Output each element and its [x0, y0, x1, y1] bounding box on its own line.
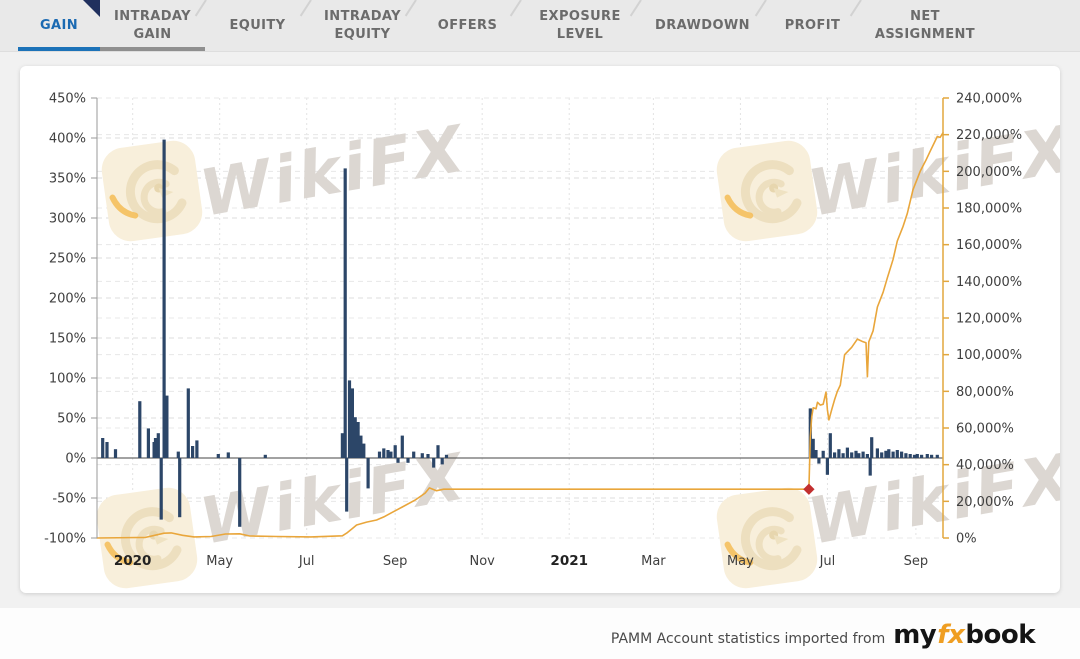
myfxbook-logo-book: book [965, 620, 1035, 650]
x-axis-tick-label: 2021 [550, 553, 588, 569]
left-axis-tick-label: 0% [65, 452, 86, 467]
wikifx-watermark-text: WikiFX [195, 112, 472, 231]
x-axis-tick-label: Jul [819, 554, 836, 569]
myfxbook-logo-fx: fx [937, 620, 965, 650]
growth-line [96, 132, 944, 539]
gain-chart-panel: WikiFX WikiFX WikiFX WikiFX 450% 400% 350% 300%… [20, 66, 1060, 593]
x-axis-tick-label: 2020 [114, 553, 152, 569]
left-axis-tick-label: 300% [49, 212, 86, 227]
left-axis-tick-label: -100% [44, 532, 86, 547]
marker-diamond-icon [803, 483, 815, 495]
left-axis-tick-label: 350% [49, 172, 86, 187]
myfxbook-logo[interactable]: myfxbook [893, 620, 1035, 650]
tab-drawdown[interactable]: DRAWDOWN [655, 17, 750, 33]
right-axis-tick-label: 80,000% [956, 385, 1014, 400]
x-axis-tick-label: Mar [641, 554, 666, 569]
tab-intraday-gain[interactable]: INTRADAY GAIN [114, 8, 191, 42]
axes [91, 97, 949, 539]
tab-exposure-level[interactable]: EXPOSURE LEVEL [539, 8, 621, 42]
left-axis-tick-label: 250% [49, 252, 86, 267]
tab-profit[interactable]: PROFIT [784, 17, 841, 33]
left-axis-tick-label: 200% [49, 292, 86, 307]
left-axis-tick-label: 50% [57, 412, 86, 427]
left-axis-tick-label: 450% [49, 92, 86, 107]
x-axis-tick-label: Nov [470, 554, 496, 569]
tab-underline-track [100, 47, 205, 51]
left-axis-tick-label: 100% [49, 372, 86, 387]
wikifx-watermark: WikiFX [101, 112, 472, 242]
y-axis-left-labels: 450% 400% 350% 300% 250% 200% 150% 100% 50% 0% -50… [44, 92, 86, 547]
x-axis-tick-label: Sep [383, 554, 408, 569]
tab-net-assignment[interactable]: NET ASSIGNMENT [874, 8, 976, 42]
chart-tab-bar: GAIN INTRADAY GAIN EQUITY INTRADAY EQUITY OF… [0, 0, 1080, 52]
active-tab-underline [18, 47, 100, 51]
x-axis-tick-label: May [727, 554, 754, 569]
attribution-text: PAMM Account statistics imported from [610, 631, 886, 647]
right-axis-tick-label: 120,000% [956, 312, 1022, 327]
right-axis-tick-label: 0% [956, 532, 977, 547]
right-axis-tick-label: 40,000% [956, 458, 1014, 473]
tab-offers[interactable]: OFFERS [437, 17, 498, 33]
x-axis-tick-label: Sep [904, 554, 929, 569]
x-axis-tick-label: Jul [298, 554, 315, 569]
right-axis-tick-label: 200,000% [956, 165, 1022, 180]
x-axis-labels: 2020 May Jul Sep Nov 2021 Mar May Jul Sep [114, 553, 928, 569]
x-axis-tick-label: May [206, 554, 233, 569]
right-axis-tick-label: 220,000% [956, 128, 1022, 143]
tab-equity[interactable]: EQUITY [229, 17, 286, 33]
y-axis-right-labels: 240,000% 220,000% 200,000% 180,000% 160,000%… [956, 92, 1022, 547]
footer: PAMM Account statistics imported from my… [610, 620, 1036, 650]
footer-band [0, 608, 1080, 659]
left-axis-tick-label: -50% [52, 492, 86, 507]
tab-intraday-equity[interactable]: INTRADAY EQUITY [324, 8, 401, 42]
left-axis-tick-label: 400% [49, 132, 86, 147]
right-axis-tick-label: 140,000% [956, 275, 1022, 290]
right-axis-tick-label: 240,000% [956, 92, 1022, 107]
active-tab-corner-icon [83, 0, 100, 17]
right-axis-tick-label: 60,000% [956, 422, 1014, 437]
left-axis-tick-label: 150% [49, 332, 86, 347]
right-axis-tick-label: 180,000% [956, 202, 1022, 217]
right-axis-tick-label: 160,000% [956, 238, 1022, 253]
myfxbook-logo-my: my [893, 620, 937, 650]
right-axis-tick-label: 20,000% [956, 495, 1014, 510]
tab-gain[interactable]: GAIN [39, 17, 79, 33]
right-axis-tick-label: 100,000% [956, 348, 1022, 363]
